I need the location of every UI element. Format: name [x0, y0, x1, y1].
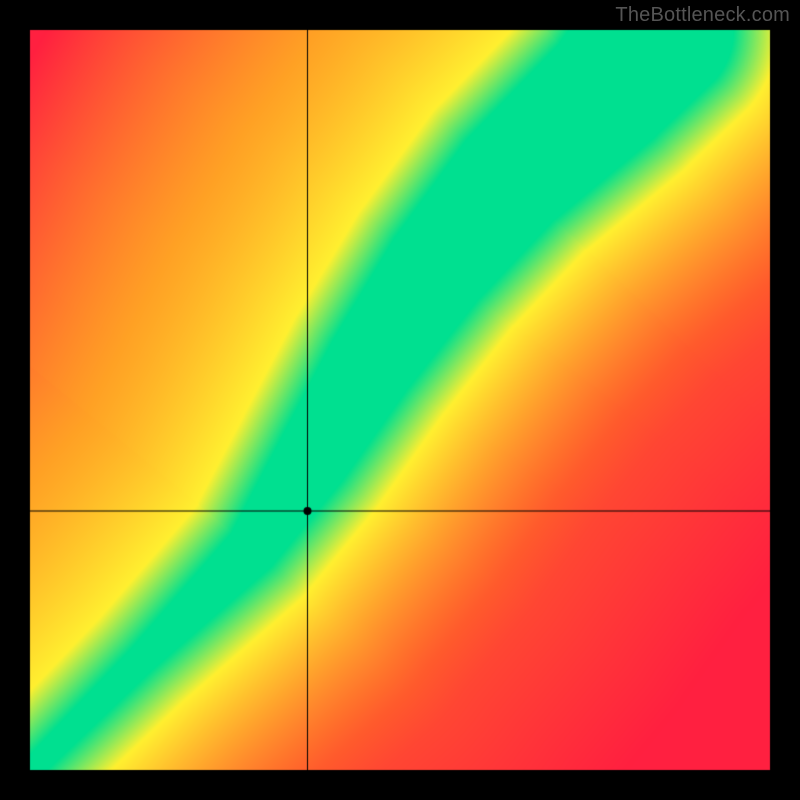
- chart-container: TheBottleneck.com: [0, 0, 800, 800]
- watermark-text: TheBottleneck.com: [615, 4, 790, 27]
- heatmap-canvas: [0, 0, 800, 800]
